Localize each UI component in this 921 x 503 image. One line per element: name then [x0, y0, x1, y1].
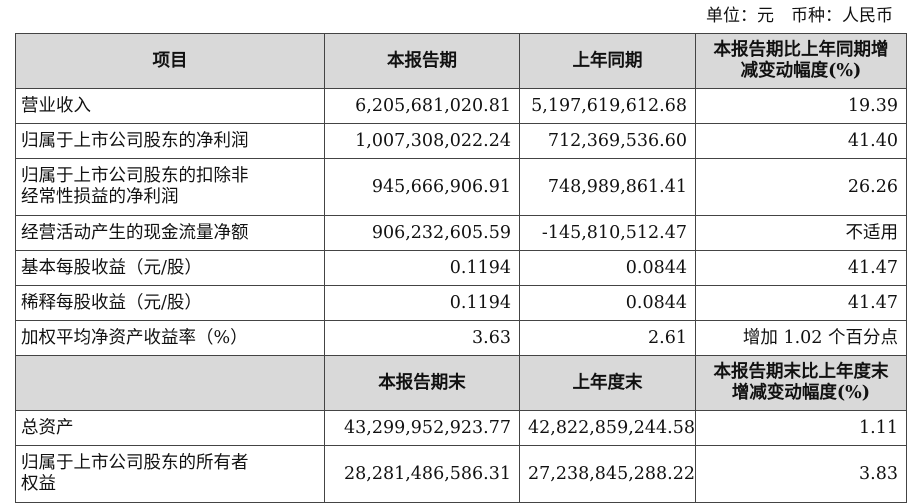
row-change-value: 不适用 — [695, 215, 907, 251]
row-prior-value: 42,822,859,244.58 — [519, 410, 696, 446]
row-change-value: 19.39 — [695, 88, 907, 124]
table-row: 归属于上市公司股东的净利润 1,007,308,022.24 712,369,5… — [15, 123, 907, 159]
row-prior-value: 27,238,845,288.22 — [519, 445, 696, 503]
table-row: 稀释每股收益（元/股） 0.1194 0.0844 41.47 — [15, 285, 907, 321]
subheader-change-percent: 本报告期末比上年度末 增减变动幅度(%) — [695, 355, 907, 411]
row-prior-value: 0.0844 — [519, 250, 696, 286]
table-row: 基本每股收益（元/股） 0.1194 0.0844 41.47 — [15, 250, 907, 286]
table-row: 归属于上市公司股东的所有者 权益 28,281,486,586.31 27,23… — [15, 445, 907, 503]
row-label: 经营活动产生的现金流量净额 — [15, 215, 325, 251]
row-current-value: 945,666,906.91 — [324, 158, 520, 216]
row-label-line2: 权益 — [21, 474, 56, 494]
row-label: 归属于上市公司股东的扣除非 经常性损益的净利润 — [15, 158, 325, 216]
row-change-value: 41.40 — [695, 123, 907, 159]
row-label: 稀释每股收益（元/股） — [15, 285, 325, 321]
row-prior-value: 2.61 — [519, 320, 696, 356]
row-change-value: 26.26 — [695, 158, 907, 216]
row-change-value: 1.11 — [695, 410, 907, 446]
table-header-row: 项目 本报告期 上年同期 本报告期比上年同期增 减变动幅度(%) — [15, 33, 907, 89]
row-current-value: 6,205,681,020.81 — [324, 88, 520, 124]
subheader-change-line1: 本报告期末比上年度末 — [713, 362, 889, 382]
row-current-value: 0.1194 — [324, 285, 520, 321]
row-change-value: 增加 1.02 个百分点 — [695, 320, 907, 356]
table-row: 总资产 43,299,952,923.77 42,822,859,244.58 … — [15, 410, 907, 446]
row-prior-value: 748,989,861.41 — [519, 158, 696, 216]
row-current-value: 0.1194 — [324, 250, 520, 286]
table-row: 营业收入 6,205,681,020.81 5,197,619,612.68 1… — [15, 88, 907, 124]
row-label: 归属于上市公司股东的净利润 — [15, 123, 325, 159]
table-row: 经营活动产生的现金流量净额 906,232,605.59 -145,810,51… — [15, 215, 907, 251]
subheader-change-line2: 增减变动幅度(%) — [731, 383, 871, 403]
row-label: 归属于上市公司股东的所有者 权益 — [15, 445, 325, 503]
header-change-percent: 本报告期比上年同期增 减变动幅度(%) — [695, 33, 907, 89]
row-current-value: 906,232,605.59 — [324, 215, 520, 251]
row-label-line1: 归属于上市公司股东的所有者 — [21, 453, 249, 473]
row-prior-value: 0.0844 — [519, 285, 696, 321]
row-change-value: 3.83 — [695, 445, 907, 503]
subheader-prior-year-end: 上年度末 — [519, 355, 696, 411]
header-current-period: 本报告期 — [324, 33, 520, 89]
header-change-line2: 减变动幅度(%) — [740, 61, 862, 81]
table-row: 加权平均净资产收益率（%） 3.63 2.61 增加 1.02 个百分点 — [15, 320, 907, 356]
row-change-value: 41.47 — [695, 285, 907, 321]
row-label-line1: 归属于上市公司股东的扣除非 — [21, 166, 249, 186]
row-current-value: 3.63 — [324, 320, 520, 356]
header-item: 项目 — [15, 33, 325, 89]
row-prior-value: 5,197,619,612.68 — [519, 88, 696, 124]
table-subheader-row: 本报告期末 上年度末 本报告期末比上年度末 增减变动幅度(%) — [15, 355, 907, 411]
row-label-line2: 经常性损益的净利润 — [21, 187, 179, 207]
table-row: 归属于上市公司股东的扣除非 经常性损益的净利润 945,666,906.91 7… — [15, 158, 907, 216]
subheader-period-end: 本报告期末 — [324, 355, 520, 411]
row-current-value: 1,007,308,022.24 — [324, 123, 520, 159]
row-prior-value: -145,810,512.47 — [519, 215, 696, 251]
row-label: 总资产 — [15, 410, 325, 446]
row-current-value: 43,299,952,923.77 — [324, 410, 520, 446]
row-change-value: 41.47 — [695, 250, 907, 286]
row-label: 营业收入 — [15, 88, 325, 124]
row-current-value: 28,281,486,586.31 — [324, 445, 520, 503]
unit-currency-note: 单位：元 币种：人民币 — [706, 6, 893, 26]
header-change-line1: 本报告期比上年同期增 — [713, 40, 889, 60]
header-prior-period: 上年同期 — [519, 33, 696, 89]
row-prior-value: 712,369,536.60 — [519, 123, 696, 159]
row-label: 加权平均净资产收益率（%） — [15, 320, 325, 356]
financial-summary-table: 项目 本报告期 上年同期 本报告期比上年同期增 减变动幅度(%) 营业收入 6,… — [15, 33, 907, 503]
row-label: 基本每股收益（元/股） — [15, 250, 325, 286]
subheader-item-empty — [15, 355, 325, 411]
